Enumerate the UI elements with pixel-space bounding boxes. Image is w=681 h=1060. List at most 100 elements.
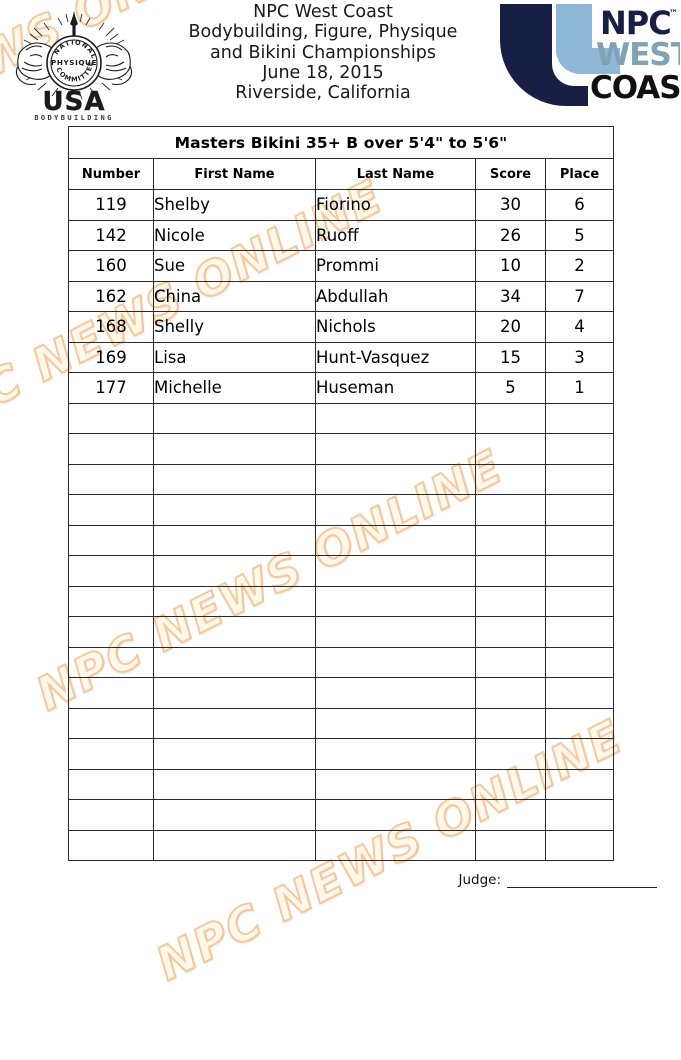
competitor-place-empty[interactable]: [544, 829, 615, 861]
competitor-score-empty[interactable]: [475, 799, 546, 831]
competitor-first-name-empty[interactable]: [153, 707, 316, 739]
competitor-first-name-empty[interactable]: [153, 433, 316, 465]
competitor-last-name-empty[interactable]: [315, 555, 476, 587]
competitor-score-empty[interactable]: [475, 829, 546, 861]
competitor-place-empty[interactable]: [544, 494, 615, 526]
competitor-place[interactable]: 6: [544, 189, 615, 221]
competitor-score[interactable]: 10: [475, 250, 546, 282]
competitor-score-empty[interactable]: [475, 433, 546, 465]
competitor-last-name-empty[interactable]: [315, 463, 476, 495]
competitor-place-empty[interactable]: [544, 402, 615, 434]
competitor-score-empty[interactable]: [475, 616, 546, 648]
competitor-place[interactable]: 5: [544, 219, 615, 251]
competitor-last-name-empty[interactable]: [315, 768, 476, 800]
competitor-first-name-empty[interactable]: [153, 646, 316, 678]
competitor-first-name-empty[interactable]: [153, 585, 316, 617]
competitor-number-empty[interactable]: [68, 616, 154, 648]
competitor-score-empty[interactable]: [475, 463, 546, 495]
competitor-score[interactable]: 26: [475, 219, 546, 251]
competitor-first-name-empty[interactable]: [153, 463, 316, 495]
competitor-number-empty[interactable]: [68, 707, 154, 739]
competitor-last-name-empty[interactable]: [315, 738, 476, 770]
competitor-score[interactable]: 20: [475, 311, 546, 343]
competitor-first-name-empty[interactable]: [153, 829, 316, 861]
competitor-last-name-empty[interactable]: [315, 585, 476, 617]
competitor-last-name[interactable]: Prommi: [315, 250, 476, 282]
competitor-place-empty[interactable]: [544, 646, 615, 678]
competitor-score[interactable]: 34: [475, 280, 546, 312]
competitor-first-name-empty[interactable]: [153, 768, 316, 800]
competitor-place-empty[interactable]: [544, 799, 615, 831]
competitor-number-empty[interactable]: [68, 585, 154, 617]
competitor-number[interactable]: 168: [68, 311, 154, 343]
competitor-score-empty[interactable]: [475, 677, 546, 709]
competitor-last-name-empty[interactable]: [315, 524, 476, 556]
competitor-first-name[interactable]: Shelly: [153, 311, 316, 343]
competitor-last-name[interactable]: Nichols: [315, 311, 476, 343]
competitor-first-name[interactable]: Sue: [153, 250, 316, 282]
competitor-score-empty[interactable]: [475, 555, 546, 587]
competitor-last-name-empty[interactable]: [315, 829, 476, 861]
competitor-number[interactable]: 169: [68, 341, 154, 373]
competitor-last-name-empty[interactable]: [315, 433, 476, 465]
competitor-score-empty[interactable]: [475, 738, 546, 770]
competitor-place-empty[interactable]: [544, 585, 615, 617]
competitor-first-name-empty[interactable]: [153, 677, 316, 709]
competitor-first-name[interactable]: Nicole: [153, 219, 316, 251]
competitor-number-empty[interactable]: [68, 677, 154, 709]
competitor-place-empty[interactable]: [544, 524, 615, 556]
competitor-number-empty[interactable]: [68, 524, 154, 556]
competitor-place[interactable]: 3: [544, 341, 615, 373]
competitor-number-empty[interactable]: [68, 799, 154, 831]
competitor-number[interactable]: 119: [68, 189, 154, 221]
competitor-number[interactable]: 142: [68, 219, 154, 251]
competitor-first-name-empty[interactable]: [153, 494, 316, 526]
competitor-first-name[interactable]: Michelle: [153, 372, 316, 404]
competitor-last-name[interactable]: Huseman: [315, 372, 476, 404]
competitor-place-empty[interactable]: [544, 463, 615, 495]
competitor-first-name[interactable]: Lisa: [153, 341, 316, 373]
competitor-place-empty[interactable]: [544, 677, 615, 709]
competitor-first-name-empty[interactable]: [153, 616, 316, 648]
competitor-first-name-empty[interactable]: [153, 555, 316, 587]
competitor-score-empty[interactable]: [475, 494, 546, 526]
competitor-last-name[interactable]: Hunt-Vasquez: [315, 341, 476, 373]
competitor-last-name-empty[interactable]: [315, 402, 476, 434]
competitor-first-name-empty[interactable]: [153, 799, 316, 831]
competitor-number-empty[interactable]: [68, 494, 154, 526]
competitor-last-name-empty[interactable]: [315, 646, 476, 678]
competitor-score[interactable]: 30: [475, 189, 546, 221]
competitor-first-name-empty[interactable]: [153, 738, 316, 770]
competitor-place-empty[interactable]: [544, 768, 615, 800]
competitor-number[interactable]: 160: [68, 250, 154, 282]
competitor-score-empty[interactable]: [475, 585, 546, 617]
competitor-score-empty[interactable]: [475, 707, 546, 739]
competitor-last-name[interactable]: Fiorino: [315, 189, 476, 221]
competitor-number-empty[interactable]: [68, 402, 154, 434]
competitor-place-empty[interactable]: [544, 707, 615, 739]
competitor-place[interactable]: 4: [544, 311, 615, 343]
competitor-place[interactable]: 2: [544, 250, 615, 282]
competitor-last-name[interactable]: Abdullah: [315, 280, 476, 312]
competitor-last-name-empty[interactable]: [315, 677, 476, 709]
competitor-number-empty[interactable]: [68, 738, 154, 770]
competitor-score-empty[interactable]: [475, 646, 546, 678]
competitor-number-empty[interactable]: [68, 829, 154, 861]
competitor-last-name-empty[interactable]: [315, 799, 476, 831]
competitor-number[interactable]: 162: [68, 280, 154, 312]
competitor-number-empty[interactable]: [68, 646, 154, 678]
judge-signature-field[interactable]: [507, 876, 657, 888]
competitor-last-name-empty[interactable]: [315, 494, 476, 526]
competitor-score[interactable]: 5: [475, 372, 546, 404]
competitor-last-name[interactable]: Ruoff: [315, 219, 476, 251]
competitor-number[interactable]: 177: [68, 372, 154, 404]
competitor-place-empty[interactable]: [544, 555, 615, 587]
competitor-last-name-empty[interactable]: [315, 707, 476, 739]
competitor-score-empty[interactable]: [475, 402, 546, 434]
competitor-first-name[interactable]: China: [153, 280, 316, 312]
competitor-last-name-empty[interactable]: [315, 616, 476, 648]
competitor-first-name[interactable]: Shelby: [153, 189, 316, 221]
competitor-first-name-empty[interactable]: [153, 524, 316, 556]
competitor-score[interactable]: 15: [475, 341, 546, 373]
competitor-place-empty[interactable]: [544, 433, 615, 465]
